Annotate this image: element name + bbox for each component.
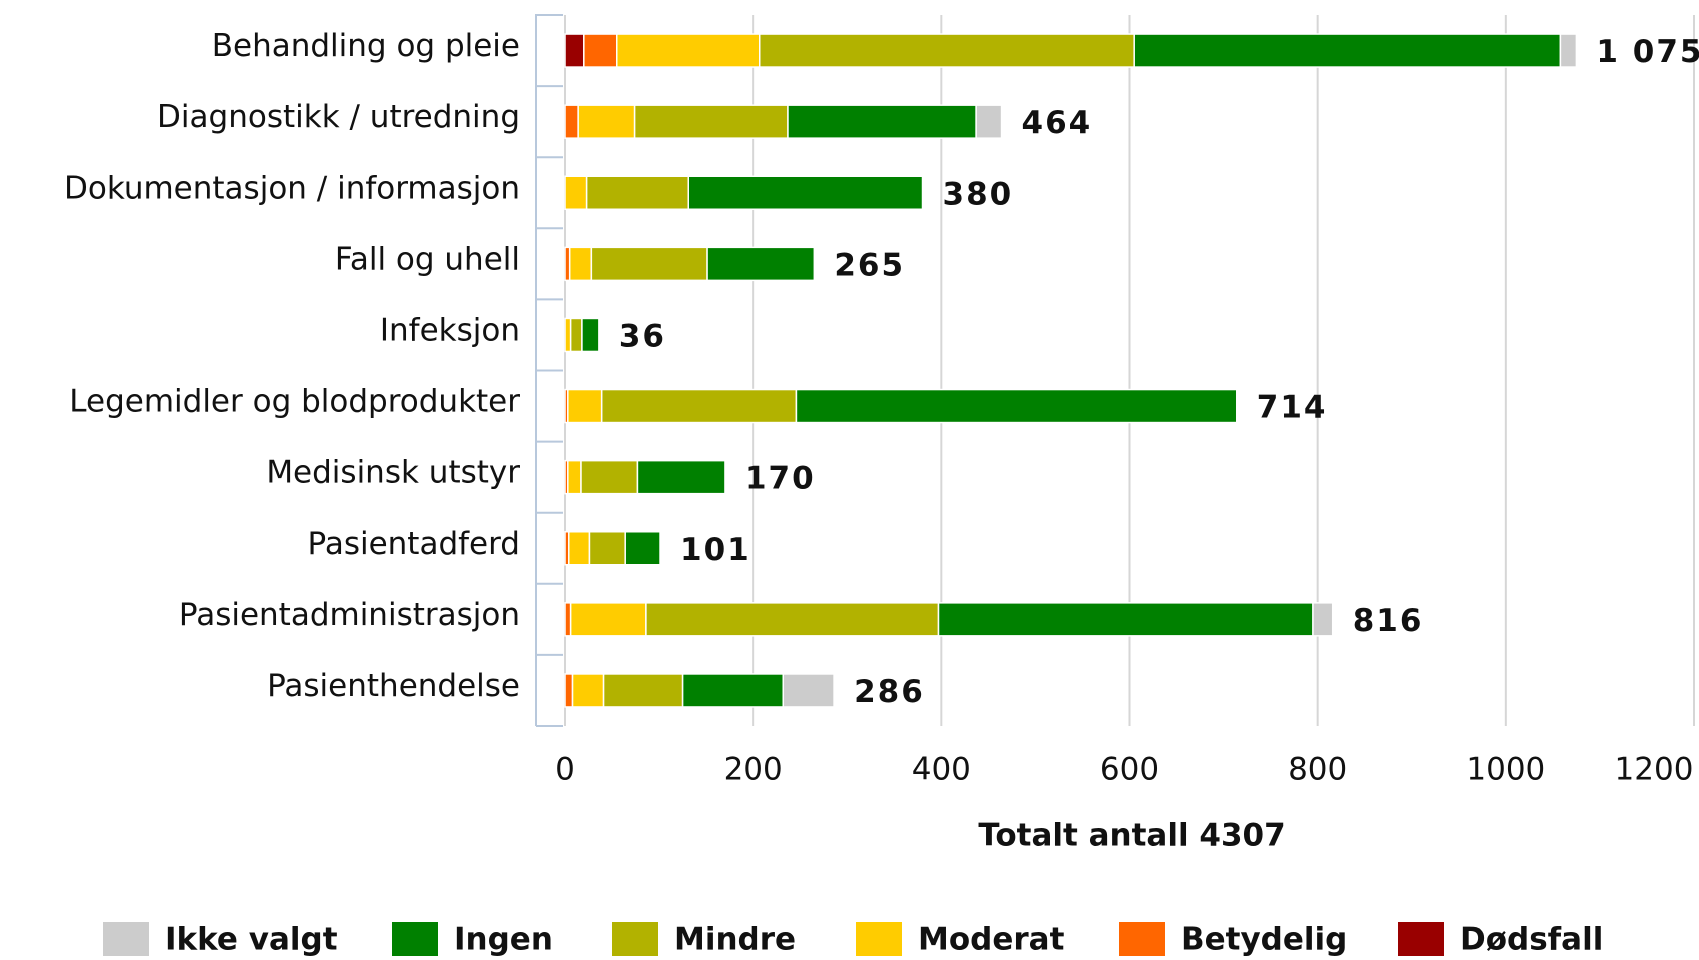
bar-segment [645, 602, 940, 637]
bar-segment [937, 602, 1314, 637]
y-tick-label: Behandling og pleie [212, 28, 520, 64]
total-label: 101 [680, 532, 751, 568]
legend-label: Betydelig [1181, 922, 1347, 958]
bar-segment [564, 673, 574, 708]
legend-label: Ingen [454, 922, 553, 958]
bar-segment [681, 673, 785, 708]
total-label: 380 [943, 176, 1014, 212]
bar-segment [600, 388, 798, 424]
bar-segment [564, 317, 572, 353]
legend-label: Ikke valgt [165, 922, 338, 958]
bar-segment [564, 602, 572, 637]
x-axis-title: Totalt antall 4307 [978, 818, 1285, 854]
y-tick-label: Pasientadministrasjon [179, 597, 520, 633]
bar-segment [564, 104, 579, 139]
bar-segment [795, 388, 1238, 424]
total-label: 36 [619, 318, 666, 354]
bar-segment [975, 104, 1003, 139]
y-tick-label: Dokumentasjon / informasjon [64, 170, 520, 206]
bar-segment [633, 104, 789, 139]
bar-segment [1559, 33, 1578, 68]
bar-segment [1133, 33, 1562, 68]
bar-segment [571, 673, 605, 708]
bar-segment [624, 531, 661, 566]
bar-segment [1312, 602, 1334, 637]
total-label: 286 [854, 674, 925, 710]
x-tick-label: 1200 [1615, 752, 1694, 788]
bar-segment [615, 33, 761, 68]
bar-segment [590, 246, 708, 282]
legend-swatch [1398, 922, 1444, 956]
y-tick-label: Diagnostikk / utredning [157, 99, 520, 135]
bar-segment [787, 104, 977, 139]
x-tick-label: 1000 [1466, 752, 1545, 788]
legend-label: Mindre [674, 922, 796, 958]
bar-segment [580, 459, 639, 495]
total-label: 464 [1022, 105, 1093, 141]
bar-segment [583, 33, 618, 68]
y-tick-label: Pasienthendelse [267, 668, 520, 704]
total-label: 265 [834, 247, 905, 283]
legend-swatch [103, 922, 149, 956]
legend-swatch [1119, 922, 1165, 956]
total-label: 1 075 [1596, 34, 1699, 70]
x-tick-label: 0 [555, 752, 575, 788]
y-tick-label: Medisinsk utstyr [266, 455, 520, 491]
bar-segment [581, 317, 600, 353]
bar-segment [687, 175, 924, 210]
legend-swatch [612, 922, 658, 956]
bar-segment [636, 459, 726, 495]
y-tick-label: Legemidler og blodprodukter [69, 384, 520, 420]
bar-segment [567, 459, 582, 495]
bar-segment [585, 175, 689, 210]
bar-segment [602, 673, 684, 708]
bar-segment [706, 246, 816, 282]
x-tick-label: 400 [912, 752, 971, 788]
bar-segment [759, 33, 1135, 68]
bar-segment [568, 531, 591, 566]
bar-segment [569, 317, 583, 353]
bar-segment [782, 673, 835, 708]
y-tick-label: Fall og uhell [335, 241, 520, 277]
bar-segment [569, 602, 647, 637]
y-tick-label: Infeksjon [380, 312, 520, 348]
total-label: 714 [1257, 390, 1328, 426]
total-label: 170 [745, 461, 816, 497]
total-label: 816 [1353, 603, 1424, 639]
bar-segment [564, 33, 585, 68]
y-tick-label: Pasientadferd [308, 526, 520, 562]
x-tick-label: 200 [724, 752, 783, 788]
bar-segment [588, 531, 626, 566]
legend-swatch [392, 922, 438, 956]
bar-segment [568, 246, 593, 282]
bar-segment [564, 175, 588, 210]
legend-label: Dødsfall [1460, 922, 1603, 958]
x-tick-label: 800 [1288, 752, 1347, 788]
bar-segment [577, 104, 636, 139]
legend-swatch [856, 922, 902, 956]
legend-label: Moderat [918, 922, 1065, 958]
x-tick-label: 600 [1100, 752, 1159, 788]
bar-segment [567, 388, 603, 424]
